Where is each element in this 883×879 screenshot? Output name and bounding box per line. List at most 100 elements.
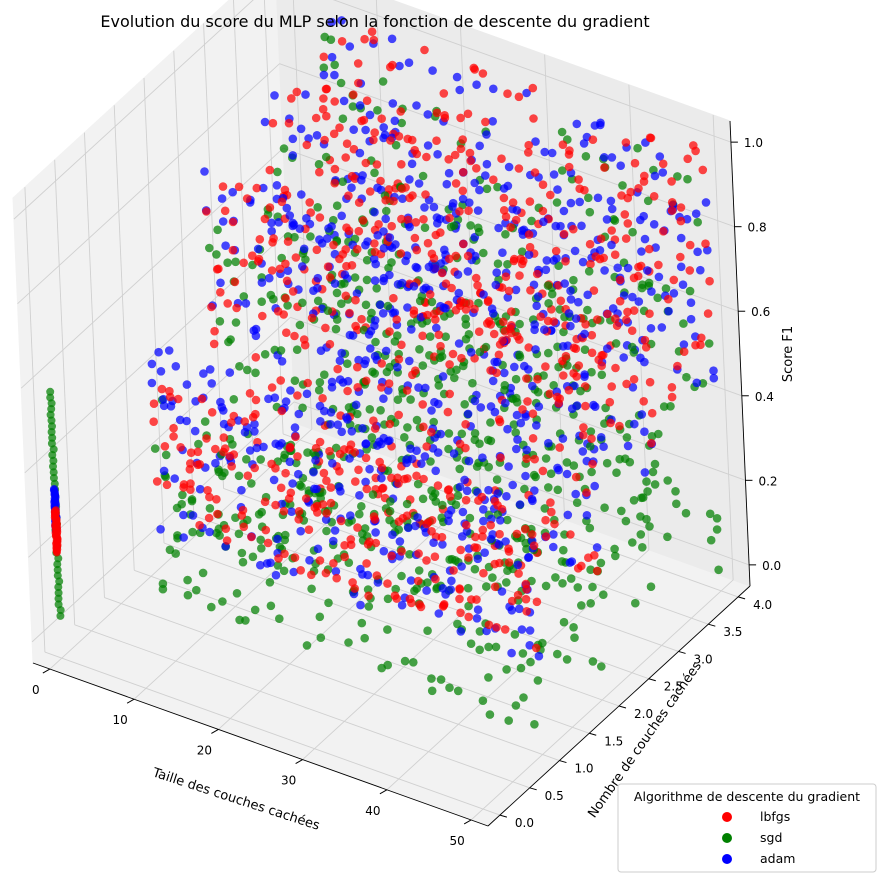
data-point-adam — [379, 227, 388, 236]
data-point-adam — [319, 70, 329, 80]
data-point-lbfgs — [370, 424, 380, 433]
data-point-sgd — [418, 494, 428, 504]
data-point-lbfgs — [536, 312, 545, 322]
data-point-adam — [316, 417, 325, 426]
data-point-sgd — [436, 675, 446, 684]
data-point-adam — [296, 124, 306, 134]
data-point-adam — [525, 641, 534, 650]
data-point-sgd — [405, 550, 414, 559]
data-point-sgd — [383, 594, 393, 604]
data-point-adam — [217, 194, 227, 203]
data-point-sgd — [546, 469, 556, 479]
data-point-lbfgs — [345, 308, 354, 318]
data-point-lbfgs — [589, 286, 599, 295]
data-point-lbfgs — [397, 184, 407, 193]
data-point-lbfgs — [377, 114, 387, 123]
data-point-adam — [643, 266, 652, 275]
data-point-sgd — [644, 278, 654, 288]
data-point-adam — [590, 481, 599, 491]
data-point-sgd — [544, 483, 553, 492]
data-point-sgd — [343, 359, 352, 369]
data-point-adam — [540, 147, 549, 157]
data-point-lbfgs — [449, 566, 458, 575]
data-point-lbfgs — [427, 516, 437, 525]
data-point-lbfgs — [319, 94, 328, 103]
data-point-adam — [365, 464, 374, 474]
data-point-lbfgs — [223, 299, 232, 308]
data-point-lbfgs — [186, 479, 195, 488]
data-point-sgd — [587, 467, 596, 477]
data-point-lbfgs — [369, 416, 378, 426]
data-point-adam — [599, 153, 609, 162]
data-point-lbfgs — [667, 198, 677, 207]
data-point-sgd — [636, 530, 646, 539]
data-point-lbfgs — [459, 239, 468, 249]
data-point-lbfgs — [280, 549, 289, 559]
data-point-sgd — [450, 373, 459, 383]
data-point-sgd — [279, 144, 289, 153]
data-point-lbfgs — [359, 115, 369, 125]
data-point-lbfgs — [354, 78, 363, 88]
data-point-lbfgs — [504, 558, 514, 567]
data-point-sgd — [453, 491, 463, 501]
data-point-sgd — [576, 386, 585, 396]
data-point-adam — [379, 546, 389, 556]
data-point-lbfgs — [546, 498, 555, 507]
data-point-adam — [407, 325, 416, 334]
data-point-sgd — [647, 432, 657, 441]
data-point-adam — [559, 206, 569, 216]
data-point-adam — [361, 477, 370, 487]
data-point-sgd — [298, 403, 307, 413]
data-point-sgd — [597, 370, 607, 380]
data-point-adam — [453, 270, 463, 279]
data-point-adam — [395, 537, 405, 546]
data-point-lbfgs — [195, 460, 205, 469]
data-point-adam — [497, 587, 507, 596]
data-point-sgd — [504, 716, 513, 725]
data-point-lbfgs — [587, 348, 597, 358]
data-point-lbfgs — [564, 385, 574, 395]
data-point-sgd — [212, 250, 221, 259]
data-point-sgd — [596, 558, 606, 568]
data-point-lbfgs — [521, 594, 531, 604]
data-point-adam — [216, 397, 225, 407]
data-point-adam — [218, 217, 228, 226]
data-point-lbfgs — [443, 407, 453, 417]
data-point-adam — [524, 250, 534, 259]
data-point-lbfgs — [673, 361, 682, 371]
data-point-adam — [562, 469, 572, 479]
data-point-lbfgs — [423, 310, 432, 320]
data-point-lbfgs — [323, 262, 333, 272]
data-point-adam — [472, 614, 482, 623]
data-point-sgd — [491, 642, 501, 652]
data-point-lbfgs — [484, 620, 494, 630]
data-point-lbfgs — [230, 277, 240, 287]
data-point-lbfgs — [456, 296, 466, 306]
data-point-lbfgs — [478, 532, 487, 541]
grid-line-y — [282, 433, 739, 598]
data-point-sgd — [323, 306, 333, 316]
data-point-adam — [414, 383, 423, 392]
data-point-sgd — [161, 450, 171, 460]
data-point-sgd — [493, 182, 502, 192]
data-point-sgd — [290, 232, 299, 242]
data-point-lbfgs — [516, 254, 525, 264]
data-point-adam — [542, 256, 552, 265]
data-point-adam — [328, 459, 337, 468]
data-point-adam — [556, 221, 565, 231]
data-point-adam — [494, 540, 504, 549]
data-point-adam — [286, 386, 295, 395]
data-point-adam — [270, 393, 280, 403]
data-point-lbfgs — [228, 217, 238, 227]
data-point-lbfgs — [347, 171, 357, 181]
data-point-sgd — [511, 428, 520, 437]
data-point-adam — [288, 221, 298, 231]
data-point-sgd — [463, 583, 473, 593]
data-point-lbfgs — [441, 279, 451, 289]
data-point-lbfgs — [377, 359, 387, 368]
data-point-sgd — [48, 433, 57, 442]
data-point-sgd — [228, 440, 237, 449]
data-point-lbfgs — [629, 306, 639, 315]
data-point-lbfgs — [641, 343, 651, 352]
grid-line-z — [17, 63, 280, 305]
